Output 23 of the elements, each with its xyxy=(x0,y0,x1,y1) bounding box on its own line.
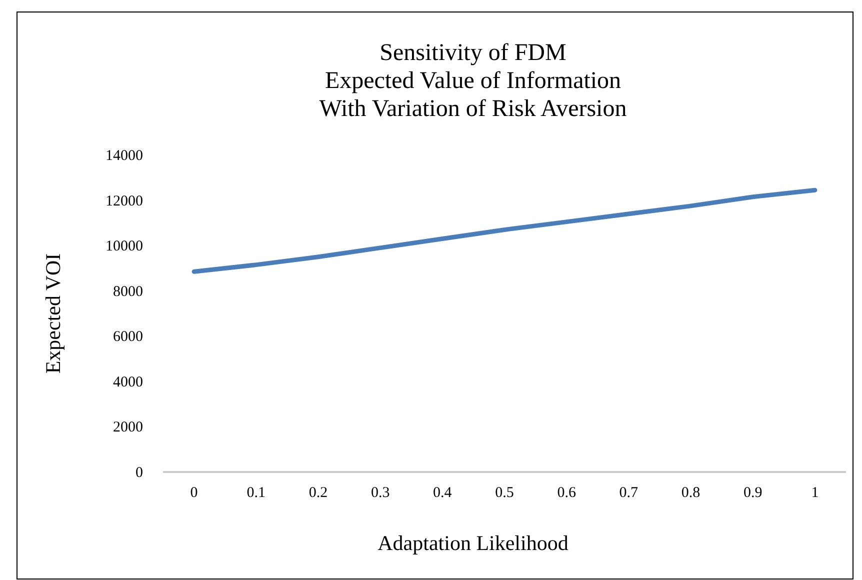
y-tick-label: 12000 xyxy=(106,193,143,210)
x-tick-label: 0.4 xyxy=(433,485,452,501)
y-tick-label: 0 xyxy=(136,465,143,481)
x-tick-label: 0.5 xyxy=(495,485,514,501)
x-tick-label: 0.3 xyxy=(370,485,390,501)
x-tick-label: 1 xyxy=(811,485,819,501)
x-axis-title: Adaptation Likelihood xyxy=(378,531,569,555)
line-series xyxy=(192,188,818,274)
chart-title: Sensitivity of FDM Expected Value of Information With Variation of Risk Aversion xyxy=(319,40,627,122)
y-tick-label: 4000 xyxy=(113,374,143,390)
x-tick-label: 0.7 xyxy=(619,485,639,501)
y-tick-label: 2000 xyxy=(113,420,143,436)
x-tick-label: 0.9 xyxy=(743,485,762,501)
x-tick-label: 0.6 xyxy=(557,485,576,501)
x-tick-label: 0.8 xyxy=(681,485,700,501)
y-tick-label: 6000 xyxy=(113,329,143,346)
y-tick-label: 8000 xyxy=(113,284,143,300)
y-tick-label: 14000 xyxy=(106,148,143,164)
x-tick-label: 0.1 xyxy=(246,485,266,501)
x-tick-label: 0.2 xyxy=(308,485,328,501)
y-tick-label: 10000 xyxy=(106,238,143,255)
x-tick-label: 0 xyxy=(190,485,198,501)
y-axis-title: Expected VOI xyxy=(41,253,65,374)
